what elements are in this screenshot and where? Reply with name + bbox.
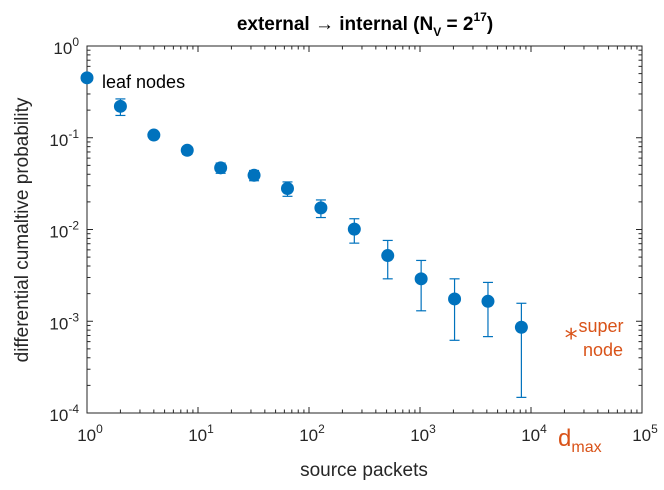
tick-exp: -3 (68, 310, 79, 324)
tick-exp: 1 (207, 422, 214, 436)
tick-exp: 0 (96, 422, 103, 436)
tick-exp: -1 (68, 127, 79, 141)
data-point (514, 320, 528, 334)
tick-base: 10 (49, 131, 68, 150)
data-point (280, 181, 294, 195)
y-tick-label: 100 (53, 35, 79, 58)
leaf-nodes-label: leaf nodes (102, 72, 185, 92)
tick-exp: 5 (651, 422, 658, 436)
tick-base: 10 (49, 223, 68, 242)
super-label-line1: super (578, 316, 623, 336)
y-axis-label: differential cumaltive probability (12, 97, 33, 362)
tick-base: 10 (410, 426, 429, 445)
data-point (80, 71, 94, 85)
x-tick-label: 101 (188, 422, 214, 445)
y-tick-label: 10-3 (49, 310, 79, 333)
data-point (481, 294, 495, 308)
tick-exp: 4 (540, 422, 547, 436)
tick-base: 10 (49, 406, 68, 425)
chart-title: external → internal (NV = 217) (237, 10, 493, 39)
data-point (381, 249, 395, 263)
title-eq: = 2 (441, 14, 473, 35)
data-point (347, 222, 361, 236)
x-tick-labels: 100 101 102 103 104 105 (77, 422, 658, 445)
data-point (147, 128, 161, 142)
data-markers (80, 71, 528, 334)
x-tick-label: 102 (299, 422, 325, 445)
data-point (448, 292, 462, 306)
y-tick-label: 10-4 (49, 402, 79, 425)
x-tick-label: 104 (521, 422, 547, 445)
tick-exp: 3 (429, 422, 436, 436)
y-tick-label: 10-1 (49, 127, 79, 150)
title-sup: 17 (473, 10, 487, 24)
x-tick-label: 100 (77, 422, 103, 445)
title-close: ) (487, 14, 493, 35)
tick-exp: 2 (318, 422, 325, 436)
x-tick-label: 103 (410, 422, 436, 445)
y-tick-label: 10-2 (49, 219, 79, 242)
dmax-sub: max (571, 439, 601, 456)
tick-exp: -2 (68, 219, 79, 233)
data-point (180, 143, 194, 157)
dmax-main: d (558, 425, 571, 452)
tick-base: 10 (188, 426, 207, 445)
data-point (113, 99, 127, 113)
x-tick-label: 105 (632, 422, 658, 445)
tick-exp: -4 (68, 402, 79, 416)
tick-exp: 0 (72, 35, 79, 49)
axis-ticks (86, 46, 642, 414)
data-point (247, 168, 261, 182)
dmax-label: dmax (558, 425, 602, 456)
tick-base: 10 (53, 39, 72, 58)
title-sub: V (433, 25, 441, 39)
plot-area (86, 45, 643, 414)
tick-base: 10 (521, 426, 540, 445)
tick-base: 10 (49, 314, 68, 333)
supernode-marker: * (565, 324, 578, 354)
data-point (214, 161, 228, 175)
tick-base: 10 (632, 426, 651, 445)
supernode-star: * (565, 324, 578, 354)
x-axis-label: source packets (300, 460, 428, 481)
data-point (414, 272, 428, 286)
super-label-line2: node (583, 340, 623, 360)
data-point (314, 201, 328, 215)
tick-base: 10 (77, 426, 96, 445)
title-main: external → internal (N (237, 14, 433, 35)
tick-base: 10 (299, 426, 318, 445)
